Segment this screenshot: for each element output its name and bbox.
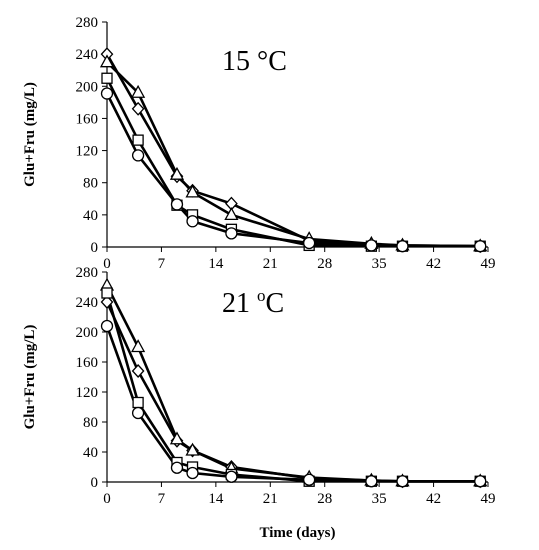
data-point-circle: [365, 239, 378, 252]
x-tick-label: 42: [426, 491, 441, 507]
x-tick-label: 35: [372, 491, 387, 507]
data-point-circle: [186, 215, 199, 228]
series-line-triangle: [105, 284, 481, 483]
x-tick-label: 28: [317, 256, 332, 272]
x-tick-label: 14: [208, 256, 224, 272]
x-tick-label: 49: [481, 491, 496, 507]
y-tick-label: 120: [76, 144, 99, 160]
data-point-diamond: [131, 364, 145, 378]
data-point-square: [132, 396, 144, 409]
data-point-circle: [365, 475, 378, 488]
series-line-square: [105, 77, 481, 248]
data-point-circle: [303, 236, 316, 250]
data-point-circle: [170, 461, 184, 474]
x-axis-label: Time (days): [260, 525, 336, 541]
temperature-annotation: 21 oC: [222, 286, 284, 319]
y-tick-label: 80: [83, 415, 98, 431]
data-point-circle: [303, 473, 316, 486]
x-tick-label: 7: [158, 256, 166, 272]
data-point-triangle: [99, 54, 115, 68]
annotation-value: 15: [222, 46, 257, 77]
annotation-unit: C: [266, 288, 285, 319]
data-point-circle: [396, 240, 409, 253]
data-point-triangle: [169, 166, 185, 180]
series-line-diamond: [105, 301, 481, 483]
data-point-square: [132, 134, 144, 146]
y-axis-label: Glu+Fru (mg/L): [22, 325, 38, 430]
y-tick-label: 40: [83, 445, 98, 461]
y-tick-label: 200: [76, 325, 99, 341]
data-point-circle: [100, 319, 114, 333]
data-point-diamond: [131, 101, 145, 116]
data-point-triangle: [185, 442, 200, 456]
y-tick-label: 240: [76, 47, 99, 63]
data-point-circle: [225, 227, 238, 240]
data-point-circle: [396, 475, 409, 488]
y-tick-label: 280: [76, 265, 99, 281]
y-tick-label: 240: [76, 295, 99, 311]
data-point-square: [101, 72, 113, 84]
data-point-circle: [131, 406, 145, 420]
data-point-circle: [170, 198, 184, 211]
temperature-annotation: 15 °C: [222, 46, 287, 77]
y-tick-label: 160: [76, 111, 99, 127]
data-point-circle: [131, 149, 145, 162]
data-point-circle: [474, 240, 487, 253]
data-point-triangle: [131, 84, 146, 98]
data-point-diamond: [100, 295, 114, 309]
series-line-circle: [105, 92, 481, 248]
series-line-diamond: [105, 53, 481, 248]
y-tick-label: 200: [76, 79, 99, 95]
x-tick-label: 0: [103, 491, 111, 507]
series-line-square: [105, 292, 481, 483]
panel-15c: 0 40 80 120 160 200 240 280 0 7 14 21 28 35 42 49 Glu+Fr…: [22, 15, 496, 272]
x-tick-label: 35: [372, 256, 387, 272]
data-point-triangle: [169, 431, 185, 445]
x-tick-label: 42: [426, 256, 441, 272]
data-point-triangle: [131, 339, 146, 353]
y-axis-label: Glu+Fru (mg/L): [22, 82, 38, 187]
x-tick-label: 0: [103, 256, 111, 272]
x-tick-label: 49: [481, 256, 496, 272]
y-tick-label: 120: [76, 385, 99, 401]
x-tick-label: 28: [317, 491, 332, 507]
annotation-value: 21: [222, 288, 257, 319]
data-point-circle: [186, 466, 199, 480]
data-point-circle: [474, 475, 487, 488]
y-tick-label: 280: [76, 15, 99, 31]
annotation-degree: °: [257, 46, 268, 77]
data-point-triangle: [224, 206, 239, 221]
annotation-unit: C: [268, 46, 287, 77]
annotation-degree: o: [257, 286, 266, 305]
data-point-circle: [100, 87, 114, 100]
y-tick-label: 40: [83, 208, 98, 224]
data-point-triangle: [185, 184, 200, 198]
y-tick-label: 0: [91, 240, 99, 256]
x-tick-label: 21: [263, 491, 278, 507]
y-tick-label: 0: [91, 475, 99, 491]
x-tick-label: 21: [263, 256, 278, 272]
data-point-square: [101, 287, 113, 299]
data-point-circle: [225, 470, 238, 483]
x-tick-label: 14: [208, 491, 224, 507]
y-tick-label: 80: [83, 176, 98, 192]
x-tick-label: 7: [158, 491, 166, 507]
y-tick-label: 160: [76, 355, 99, 371]
panel-21c: 0 40 80 120 160 200 240 280 0 7 14 21 28 35 42 49 Glu+Fr…: [22, 265, 496, 541]
